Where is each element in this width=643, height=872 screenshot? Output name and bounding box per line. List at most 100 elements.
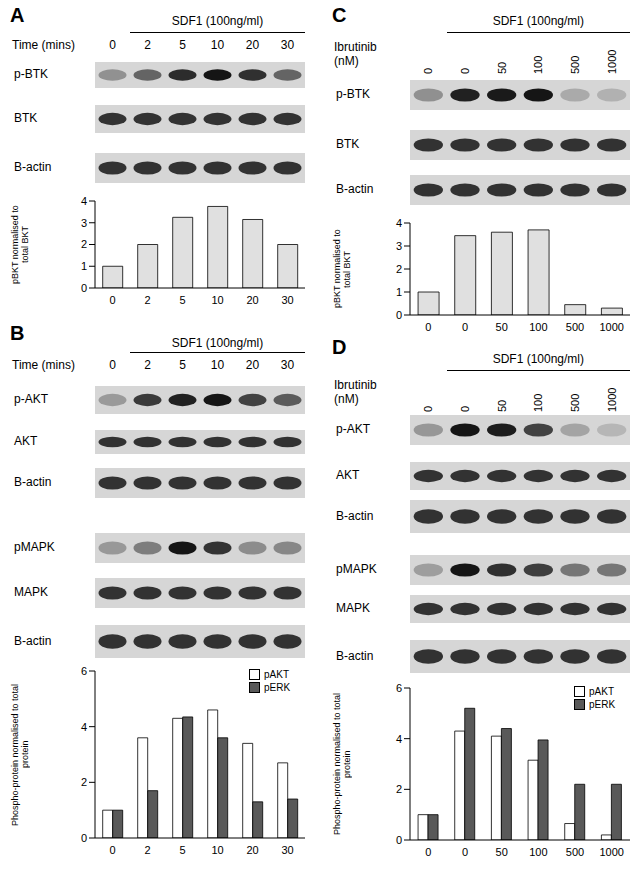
html-text:D: D <box>332 336 347 358</box>
svg-text:20: 20 <box>246 294 258 306</box>
html-text:Ibrutinib (nM): Ibrutinib (nM) <box>334 40 377 68</box>
svg-text:1000: 1000 <box>606 388 618 412</box>
html-text:pBKT normalised to total BKT: pBKT normalised to total BKT <box>10 205 30 284</box>
svg-text:20: 20 <box>246 844 258 856</box>
svg-text:2: 2 <box>396 263 402 275</box>
svg-text:0: 0 <box>425 321 431 333</box>
html-text:Time (mins): Time (mins) <box>12 358 75 372</box>
svg-text:2: 2 <box>144 294 150 306</box>
svg-text:1000: 1000 <box>606 50 618 74</box>
svg-text:50: 50 <box>496 62 508 74</box>
svg-text:4: 4 <box>81 195 87 207</box>
html-text:pERK: pERK <box>264 682 291 693</box>
svg-text:0: 0 <box>462 846 468 858</box>
html-text:BTK: BTK <box>336 137 360 151</box>
html-text:pERK: pERK <box>589 699 616 710</box>
svg-text:30: 30 <box>281 844 293 856</box>
svg-text:100: 100 <box>532 394 544 412</box>
html-text:C: C <box>332 4 347 26</box>
html-text:20: 20 <box>245 38 260 52</box>
svg-text:2: 2 <box>81 238 87 250</box>
svg-text:4: 4 <box>396 217 402 229</box>
html-text:B-actin: B-actin <box>14 633 52 648</box>
svg-text:0: 0 <box>396 309 402 321</box>
svg-text:0: 0 <box>109 844 115 856</box>
html-text:pMAPK: pMAPK <box>14 540 55 554</box>
html-text:SDF1 (100ng/ml): SDF1 (100ng/ml) <box>171 336 264 350</box>
svg-text:500: 500 <box>566 321 584 333</box>
html-text:B-actin: B-actin <box>14 160 52 174</box>
svg-text:0: 0 <box>109 294 115 306</box>
html-text:Ibrutinib (nM): Ibrutinib (nM) <box>334 378 377 406</box>
svg-text:0: 0 <box>422 406 434 412</box>
html-text:AKT: AKT <box>14 434 38 448</box>
svg-text:1: 1 <box>396 286 402 298</box>
svg-text:3: 3 <box>81 217 87 229</box>
svg-text:5: 5 <box>179 294 185 306</box>
html-text:10: 10 <box>210 38 225 52</box>
svg-text:500: 500 <box>569 394 581 412</box>
svg-text:50: 50 <box>496 400 508 412</box>
html-text:MAPK: MAPK <box>336 601 370 615</box>
svg-text:0: 0 <box>396 834 402 846</box>
html-text:AKT: AKT <box>336 468 360 482</box>
html-text:SDF1 (100ng/ml): SDF1 (100ng/ml) <box>492 14 584 28</box>
html-text:MAPK: MAPK <box>14 585 48 599</box>
html-text:Phospho-protein normalised to: Phospho-protein normalised to total prot… <box>332 693 352 835</box>
svg-text:500: 500 <box>566 846 584 858</box>
html-text:Phospho-protein normalised to: Phospho-protein normalised to total prot… <box>10 683 30 826</box>
svg-text:0: 0 <box>459 406 471 412</box>
html-text:30: 30 <box>280 38 295 52</box>
svg-text:4: 4 <box>396 733 402 745</box>
html-text:p-AKT: p-AKT <box>14 392 48 406</box>
svg-text:6: 6 <box>396 682 402 694</box>
svg-text:0: 0 <box>425 846 431 858</box>
svg-text:0: 0 <box>459 68 471 74</box>
html-text:A: A <box>10 4 25 26</box>
svg-text:30: 30 <box>281 294 293 306</box>
svg-text:5: 5 <box>179 844 185 856</box>
svg-text:2: 2 <box>396 783 402 795</box>
svg-text:2: 2 <box>144 844 150 856</box>
svg-text:0: 0 <box>81 832 87 844</box>
html-text:B-actin: B-actin <box>336 508 374 523</box>
svg-text:50: 50 <box>496 846 508 858</box>
svg-text:100: 100 <box>532 56 544 74</box>
svg-text:2: 2 <box>81 776 87 788</box>
html-text:B-actin: B-actin <box>336 182 374 196</box>
html-text:Time (mins): Time (mins) <box>12 38 75 52</box>
svg-text:0: 0 <box>81 282 87 294</box>
html-text:B-actin: B-actin <box>14 475 52 489</box>
html-text:B: B <box>10 322 25 344</box>
svg-text:1000: 1000 <box>599 846 623 858</box>
svg-text:3: 3 <box>396 240 402 252</box>
svg-text:500: 500 <box>569 56 581 74</box>
html-text:30: 30 <box>280 358 295 372</box>
html-text:p-AKT: p-AKT <box>336 422 370 436</box>
html-text:pAKT: pAKT <box>264 669 289 680</box>
svg-text:100: 100 <box>529 846 547 858</box>
html-text:20: 20 <box>245 358 260 372</box>
svg-text:10: 10 <box>211 294 223 306</box>
svg-text:1000: 1000 <box>599 321 623 333</box>
html-text:p-BTK: p-BTK <box>14 67 48 81</box>
html-text:p-BTK: p-BTK <box>336 87 370 101</box>
svg-text:0: 0 <box>462 321 468 333</box>
html-text:pBKT normalised to total BKT: pBKT normalised to total BKT <box>332 229 352 309</box>
html-text:pAKT: pAKT <box>589 686 614 697</box>
html-text:SDF1 (100ng/ml): SDF1 (100ng/ml) <box>171 14 264 28</box>
svg-text:0: 0 <box>422 68 434 74</box>
html-text:pMAPK: pMAPK <box>336 562 377 576</box>
svg-text:50: 50 <box>496 321 508 333</box>
html-text:0: 0 <box>109 38 116 52</box>
svg-text:1: 1 <box>81 260 87 272</box>
html-text:2: 2 <box>144 38 151 52</box>
html-text:BTK: BTK <box>14 111 38 125</box>
html-text:SDF1 (100ng/ml): SDF1 (100ng/ml) <box>492 352 584 366</box>
svg-text:100: 100 <box>529 321 547 333</box>
svg-text:10: 10 <box>211 844 223 856</box>
svg-text:6: 6 <box>81 665 87 677</box>
svg-text:4: 4 <box>81 721 87 733</box>
html-text:B-actin: B-actin <box>336 648 374 663</box>
html-text:10: 10 <box>210 358 225 372</box>
